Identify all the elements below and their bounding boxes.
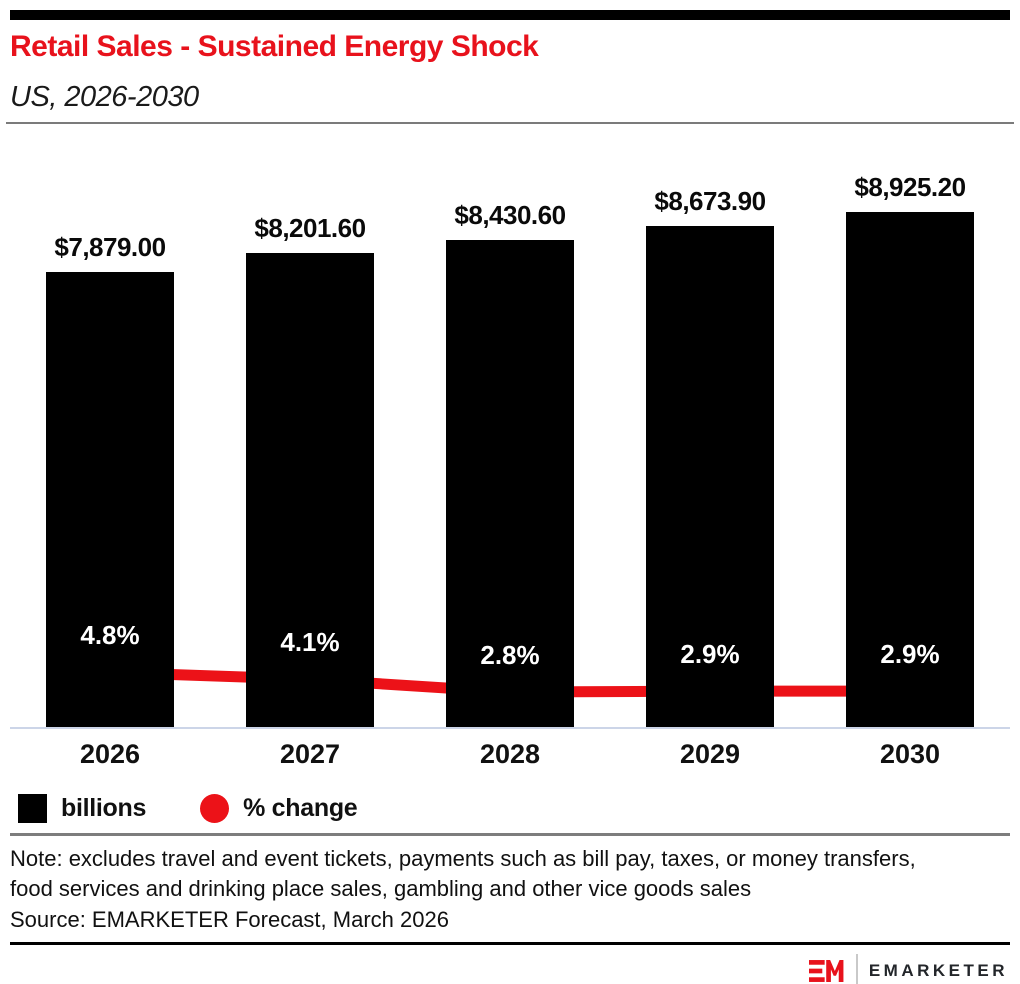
x-axis-label-2027: 2027 xyxy=(279,739,341,769)
legend: billions % change xyxy=(18,793,1010,823)
logo-separator xyxy=(855,954,858,984)
top-accent-bar xyxy=(10,10,1010,20)
pct-change-label-2030: 2.9% xyxy=(880,639,940,670)
chart-title: Retail Sales - Sustained Energy Shock xyxy=(10,30,539,63)
pct-change-label-2028: 2.8% xyxy=(480,640,540,671)
combo-chart: $7,879.00 4.8% $8,201.60 4.1% $8,430.60 2.8% $… xyxy=(10,124,1010,729)
footer-divider xyxy=(10,942,1010,945)
bar-2030 xyxy=(846,212,974,727)
x-axis-labels: 2026 2027 2028 2029 2030 xyxy=(10,737,1010,771)
bar-2029 xyxy=(646,226,774,727)
bar-value-label-2026: $7,879.00 xyxy=(54,232,166,262)
emarketer-logo-icon xyxy=(808,960,844,982)
chart-subtitle: US, 2026-2030 xyxy=(10,81,199,113)
pct-change-label-2029: 2.9% xyxy=(680,639,740,670)
bar-2027 xyxy=(246,253,374,727)
legend-item-billions: billions xyxy=(18,793,147,823)
x-axis-label-2026: 2026 xyxy=(79,739,141,769)
legend-item--change: % change xyxy=(200,793,358,823)
bar-value-label-2028: $8,430.60 xyxy=(454,200,566,230)
bar-value-label-2030: $8,925.20 xyxy=(854,172,966,202)
brand-name: EMARKETER xyxy=(868,961,1008,980)
bar-value-label-2029: $8,673.90 xyxy=(654,186,766,216)
footer: EMARKETER xyxy=(10,953,1008,984)
x-axis-label-2030: 2030 xyxy=(879,739,941,769)
bar-2028 xyxy=(446,240,574,727)
bar-2026 xyxy=(46,272,174,727)
pct-change-label-2027: 4.1% xyxy=(280,627,340,658)
x-axis-label-2029: 2029 xyxy=(679,739,741,769)
pct-change-label-2026: 4.8% xyxy=(80,620,140,651)
bar-value-label-2027: $8,201.60 xyxy=(254,213,366,243)
legend-circle-swatch xyxy=(200,793,230,823)
x-axis-label-2028: 2028 xyxy=(479,739,541,769)
source-text: Source: EMARKETER Forecast, March 2026 xyxy=(10,907,449,932)
header-divider xyxy=(6,122,1014,124)
legend-label: billions xyxy=(61,793,147,822)
note-text: Note: excludes travel and event tickets,… xyxy=(10,846,916,901)
legend-square-swatch xyxy=(18,793,47,823)
legend-label: % change xyxy=(243,793,358,822)
legend-divider xyxy=(10,833,1010,836)
